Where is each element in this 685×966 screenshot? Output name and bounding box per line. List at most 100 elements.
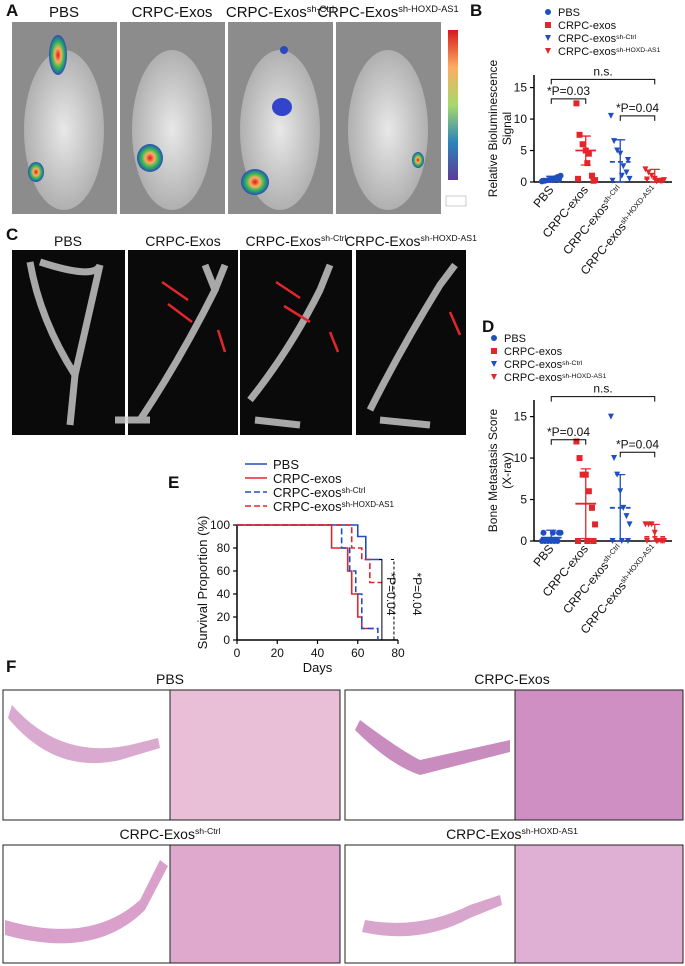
legend-marker xyxy=(545,48,551,54)
panel-letter: B xyxy=(470,1,482,20)
survival-line xyxy=(237,524,379,640)
point xyxy=(574,175,581,182)
y-label-line: Bone Metastasis Score xyxy=(486,408,500,532)
x-tick-label: CRPC-exossh-Ctrl xyxy=(560,541,626,616)
point xyxy=(645,169,652,176)
point xyxy=(614,147,621,154)
panel-letter: D xyxy=(482,317,494,336)
x-tick-label-text: PBS xyxy=(530,542,556,569)
legend-label-text: CRPC-exos xyxy=(273,499,342,514)
legend-label: CRPC-exos xyxy=(558,20,617,32)
legend-label: CRPC-exossh-Ctrl xyxy=(558,33,637,45)
point xyxy=(611,455,618,462)
legend-label-sup: sh-HOXD-AS1 xyxy=(616,47,661,54)
panel-letter: E xyxy=(168,473,179,492)
legend-label: CRPC-exos xyxy=(504,346,563,358)
point xyxy=(611,138,618,145)
point xyxy=(609,177,616,184)
x-tick-label: 60 xyxy=(351,646,365,660)
y-label: Bone Metastasis Score(X-ray) xyxy=(486,408,514,532)
point xyxy=(625,538,632,544)
bracket xyxy=(550,396,656,402)
x-tick-label: 40 xyxy=(311,646,325,660)
legend-marker xyxy=(545,9,551,15)
annotation: n.s. xyxy=(593,382,612,396)
annotation: *P=0.03 xyxy=(547,84,590,98)
y-label: Survival Proportion (%) xyxy=(195,516,210,650)
y-label: Relative BioluminescenceSignal xyxy=(486,59,514,197)
annotation: *P=0.04 xyxy=(616,437,659,451)
y-label-line: (X-ray) xyxy=(500,452,514,489)
legend-label-text: CRPC-exos xyxy=(273,485,342,500)
panel-letter: F xyxy=(6,657,16,676)
panel-c-label-text: PBS xyxy=(54,233,82,249)
y-tick-label: 0 xyxy=(520,175,527,189)
legend-label-text: CRPC-exos xyxy=(273,471,342,486)
legend-label: CRPC-exossh-HOXD-AS1 xyxy=(504,372,607,384)
y-tick-label: 15 xyxy=(514,410,528,424)
x-tick-label: 0 xyxy=(234,646,241,660)
y-label-line: Signal xyxy=(500,112,514,145)
panel-f-label-sup: sh-Ctrl xyxy=(195,826,221,836)
legend-label-sup: sh-HOXD-AS1 xyxy=(342,500,395,509)
y-tick-label: 0 xyxy=(520,534,527,548)
point xyxy=(609,538,616,544)
point xyxy=(620,163,627,170)
series xyxy=(642,521,668,544)
point xyxy=(585,488,592,495)
y-tick-label: 100 xyxy=(210,518,230,532)
error-bar xyxy=(649,168,660,183)
point xyxy=(620,504,627,511)
panel-f-label: PBS xyxy=(156,671,184,687)
point xyxy=(623,169,630,176)
panel-a-label-text: CRPC-Exos xyxy=(132,4,213,21)
point xyxy=(648,172,655,179)
survival-line xyxy=(237,524,382,584)
point xyxy=(626,521,633,528)
series xyxy=(642,166,668,185)
x-tick-label: 20 xyxy=(271,646,285,660)
annotation: *P=0.04 xyxy=(616,101,659,115)
legend-label: PBS xyxy=(558,7,580,19)
point xyxy=(607,112,614,119)
legend-label: CRPC-exos xyxy=(273,471,342,486)
point xyxy=(590,177,597,184)
panel-a-label: CRPC-Exossh-HOXD-AS1 xyxy=(317,4,458,21)
x-tick-label: PBS xyxy=(530,542,556,569)
point xyxy=(607,413,614,420)
x-tick-label-text: PBS xyxy=(530,183,556,210)
point xyxy=(643,538,650,544)
error-bar xyxy=(546,175,557,183)
legend-label-sup: sh-HOXD-AS1 xyxy=(562,373,607,380)
panel-f-label-text: CRPC-Exos xyxy=(119,826,194,842)
annotation: n.s. xyxy=(593,64,612,78)
series xyxy=(607,413,633,544)
y-tick-label: 0 xyxy=(223,633,230,647)
point xyxy=(626,175,633,182)
point xyxy=(623,513,630,520)
legend-label-text: CRPC-exos xyxy=(504,359,563,371)
panel-a-label: CRPC-Exossh-Ctrl xyxy=(226,4,334,21)
bracket xyxy=(619,115,656,121)
bracket xyxy=(378,559,383,641)
legend-marker xyxy=(491,335,497,341)
series xyxy=(573,438,599,544)
panel-f-label: CRPC-Exossh-HOXD-AS1 xyxy=(446,826,578,842)
y-tick-label: 5 xyxy=(520,144,527,158)
legend-label-text: PBS xyxy=(504,333,526,345)
x-tick-label-sup: sh-Ctrl xyxy=(600,182,621,205)
point xyxy=(579,471,586,478)
x-label: Days xyxy=(303,660,333,675)
y-tick-label: 60 xyxy=(217,564,231,578)
legend-label-text: CRPC-exos xyxy=(504,346,563,358)
panel-f-label-text: PBS xyxy=(156,671,184,687)
y-tick-label: 20 xyxy=(217,610,231,624)
error-bar xyxy=(615,139,626,183)
panel-f-label-text: CRPC-Exos xyxy=(474,671,549,687)
bracket xyxy=(550,439,587,445)
panel-a-label: PBS xyxy=(49,4,79,21)
panel-c-label: CRPC-Exossh-Ctrl xyxy=(245,233,346,249)
panel-a-label-sup: sh-HOXD-AS1 xyxy=(398,4,458,14)
legend-label: PBS xyxy=(504,333,526,345)
